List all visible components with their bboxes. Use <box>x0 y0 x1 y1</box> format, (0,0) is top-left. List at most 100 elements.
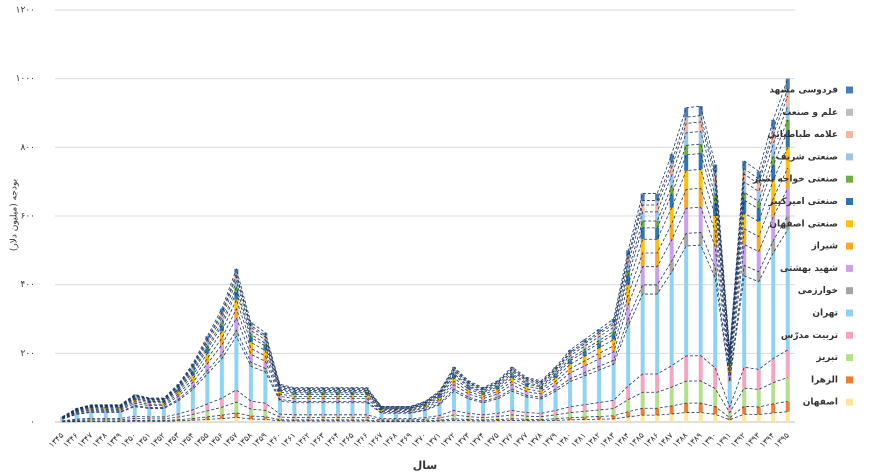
bar-segment <box>452 384 457 390</box>
bar-segment <box>234 417 239 422</box>
bar-segment <box>248 327 253 331</box>
bar-segment <box>161 418 166 421</box>
bar-segment <box>89 407 94 409</box>
bar-segment <box>698 169 703 189</box>
bar-segment <box>248 419 253 422</box>
bar-segment <box>785 106 790 120</box>
x-tick-label: ۱۳۶۱ <box>279 431 298 450</box>
bar-segment <box>103 420 108 422</box>
bar-segment <box>74 419 79 421</box>
bar-segment <box>597 340 602 344</box>
bar-segment <box>234 276 239 282</box>
bar-segment <box>263 368 268 373</box>
bar-segment <box>524 384 529 387</box>
bar-segment <box>597 343 602 348</box>
bar-segment <box>597 353 602 359</box>
bar-segment <box>452 414 457 419</box>
bar-segment <box>248 325 253 328</box>
bar-segment <box>611 327 616 332</box>
legend-swatch <box>846 242 853 250</box>
bar-segment <box>669 223 674 240</box>
bar-segment <box>219 325 224 332</box>
bar-segment <box>408 413 413 419</box>
bar-segment <box>190 375 195 379</box>
bar-segment <box>452 375 457 379</box>
x-tick-label: ۱۳۴۷ <box>76 430 95 449</box>
bar-segment <box>335 398 340 402</box>
bar-segment <box>147 405 152 408</box>
bar-segment <box>89 420 94 422</box>
bar-segment <box>234 269 239 274</box>
bar-segment <box>118 421 123 422</box>
bar-segment <box>756 221 761 237</box>
bar-segment <box>640 239 645 253</box>
bar-segment <box>277 394 282 397</box>
x-tick-label: ۱۳۸۹ <box>685 431 704 450</box>
x-tick-label: ۱۳۵۸ <box>236 430 255 449</box>
bar-segment <box>306 391 311 393</box>
bar-segment <box>698 355 703 381</box>
bar-segment <box>655 408 660 416</box>
bar-segment <box>364 398 369 402</box>
bar-segment <box>452 381 457 385</box>
bar-segment <box>306 420 311 422</box>
bar-segment <box>626 385 631 400</box>
bar-segment <box>713 172 718 178</box>
x-tick-label: ۱۳۷۱ <box>424 431 443 450</box>
bar-segment <box>771 240 776 253</box>
bar-segment <box>742 367 747 389</box>
bar-segment <box>640 211 645 221</box>
bar-segment <box>684 381 689 404</box>
bar-segment <box>553 418 558 421</box>
bar-segment <box>655 266 660 285</box>
bar-segment <box>408 409 413 411</box>
bar-segment <box>713 414 718 422</box>
bar-segment <box>408 419 413 422</box>
bar-segment <box>263 346 268 351</box>
bar-segment <box>466 398 471 414</box>
bar-segment <box>568 406 573 413</box>
bar-segment <box>350 417 355 420</box>
bar-segment <box>684 107 689 118</box>
bar-segment <box>785 349 790 378</box>
bar-segment <box>248 348 253 355</box>
bar-segment <box>655 239 660 253</box>
bar-segment <box>684 123 689 133</box>
bar-segment <box>582 351 587 357</box>
bar-segment <box>248 334 253 338</box>
bar-segment <box>190 418 195 421</box>
bar-segment <box>335 390 340 392</box>
bar-segment <box>132 398 137 401</box>
bar-segment <box>640 193 645 201</box>
bar-segment <box>582 417 587 420</box>
legend-swatch <box>846 86 853 94</box>
bar-segment <box>364 390 369 392</box>
bar-segment <box>539 416 544 420</box>
bar-segment <box>335 402 340 415</box>
bar-segment <box>640 374 645 393</box>
legend-swatch <box>846 175 853 183</box>
series-connector <box>62 95 789 418</box>
bar-segment <box>582 356 587 362</box>
bar-segment <box>626 258 631 265</box>
bar-segment <box>785 188 790 216</box>
bar-segment <box>611 345 616 352</box>
bar-segment <box>539 385 544 387</box>
bar-segment <box>568 355 573 359</box>
bar-segment <box>582 343 587 347</box>
bar-segment <box>698 115 703 122</box>
series-connector <box>62 119 789 418</box>
bar-segment <box>437 397 442 400</box>
bar-segment <box>350 402 355 415</box>
bar-segment <box>597 409 602 417</box>
x-tick-label: ۱۳۷۰ <box>410 431 429 450</box>
bar-segment <box>219 314 224 318</box>
bar-segment <box>568 360 573 365</box>
bar-segment <box>364 420 369 422</box>
bar-segment <box>277 396 282 400</box>
bar-segment <box>655 415 660 422</box>
bar-segment <box>321 394 326 397</box>
bar-segment <box>335 389 340 391</box>
bar-segment <box>771 216 776 241</box>
bar-segment <box>219 338 224 345</box>
